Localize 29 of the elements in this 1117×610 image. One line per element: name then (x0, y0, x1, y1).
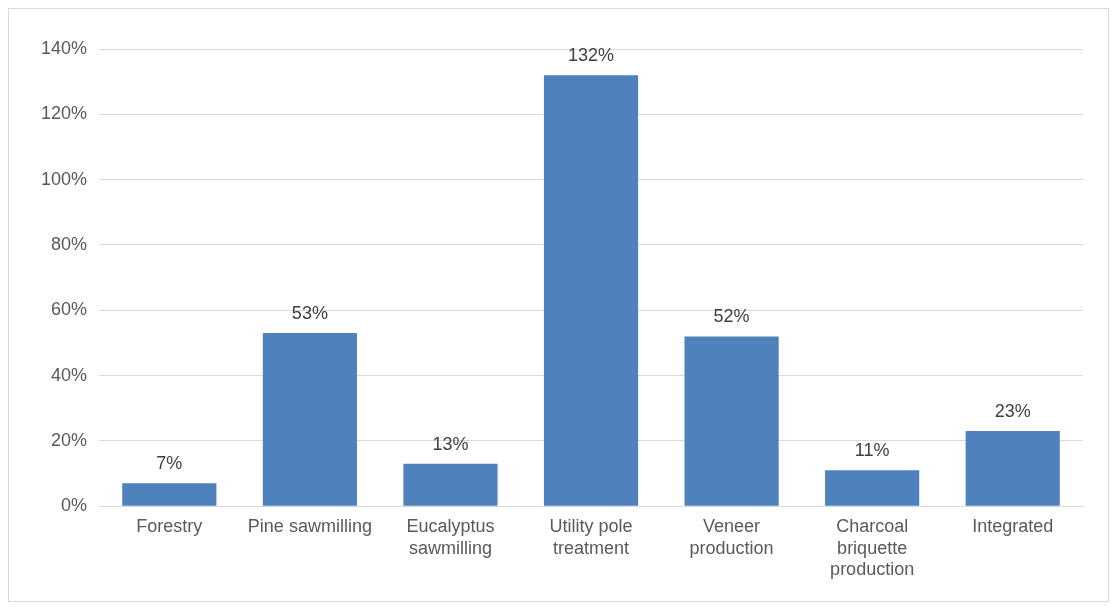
x-tick-label: Veneer production (689, 515, 774, 558)
x-tick-label: Pine sawmilling (247, 515, 372, 536)
y-tick-label: 60% (51, 299, 88, 320)
y-tick-label: 20% (51, 429, 88, 450)
x-tick-label: Integrated (972, 515, 1054, 536)
bar (262, 333, 357, 506)
x-tick-label: Charcoal briquette production (830, 515, 915, 580)
y-tick-label: 0% (61, 495, 88, 516)
bar (403, 463, 498, 506)
data-label: 7% (156, 453, 183, 474)
bar (825, 470, 920, 506)
data-label: 52% (713, 306, 750, 327)
bar (965, 431, 1060, 506)
y-tick-label: 120% (40, 103, 88, 124)
data-label: 53% (291, 303, 328, 324)
x-tick-label: Eucalyptus sawmilling (406, 515, 495, 558)
data-label: 11% (854, 440, 890, 461)
data-label: 23% (994, 401, 1031, 422)
x-tick-label: Forestry (136, 515, 203, 536)
bar (684, 336, 779, 506)
data-label: 13% (432, 433, 469, 454)
y-tick-label: 140% (40, 37, 88, 58)
data-label: 132% (568, 45, 615, 66)
bar (543, 75, 639, 506)
y-tick-label: 100% (40, 168, 88, 189)
x-tick-label: Utility pole treatment (549, 515, 633, 558)
y-tick-label: 80% (51, 233, 88, 254)
bar (122, 483, 217, 506)
y-tick-label: 40% (51, 364, 88, 385)
